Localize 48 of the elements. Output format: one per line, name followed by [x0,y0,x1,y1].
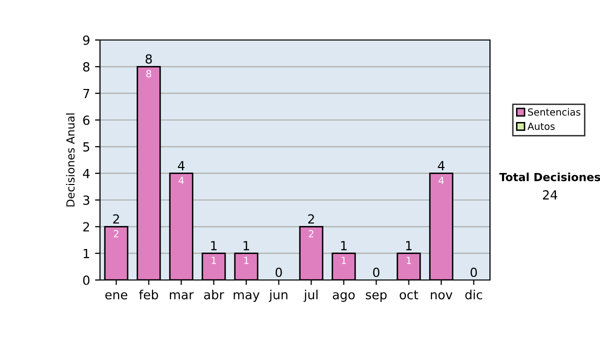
x-tick-label: jun [268,290,288,302]
y-tick-label: 0 [83,275,90,285]
total-label: 0 [470,268,477,278]
y-tick-label: 1 [84,248,90,258]
x-tick-label: may [234,292,260,302]
data-label: 4 [178,176,184,184]
total-label: 1 [211,241,217,250]
x-tick-label: abr [204,290,224,300]
data-label: 1 [244,256,248,264]
x-tick-label: ene [105,292,128,300]
x-tick-label: mar [170,292,194,300]
total-label: 1 [244,241,250,250]
total-label: 4 [438,161,445,170]
x-tick-label: sep [366,292,387,302]
x-tick-label: feb [139,290,158,300]
data-label: 2 [114,230,118,238]
x-tick-label: dic [465,290,482,300]
y-tick-label: 4 [82,168,90,178]
x-tick-label: nov [430,292,452,300]
total-label: 0 [373,268,380,278]
total-label: 2 [308,214,314,224]
text: Total Decisiones [499,172,600,182]
total-label: 4 [178,161,185,170]
x-tick-label: jul [304,290,318,302]
text: 24 [542,190,558,200]
y-tick-label: 7 [83,88,90,98]
total-label: 8 [146,54,152,64]
y-tick-label: 2 [83,222,90,232]
data-label: 1 [406,256,411,264]
data-label: 1 [212,256,216,264]
total-label: 1 [406,241,412,250]
y-tick-label: 8 [83,62,90,72]
legend-label: Sentencias [528,108,580,116]
data-label: 4 [438,176,444,184]
x-tick-label: oct [400,290,418,300]
legend-label: Autos [528,122,555,130]
data-label: 2 [308,230,314,238]
y-tick-label: 5 [83,142,90,152]
x-tick-label: ago [332,292,355,302]
data-label: 1 [342,256,346,264]
y-tick-label: 9 [83,35,90,45]
total-label: 2 [113,214,119,224]
y-axis-title: Decisiones Anual [66,114,75,206]
total-label: 0 [276,268,282,278]
y-tick-label: 6 [83,115,90,125]
data-label: 8 [146,70,152,78]
total-label: 1 [341,241,347,250]
y-tick-label: 3 [83,195,90,205]
